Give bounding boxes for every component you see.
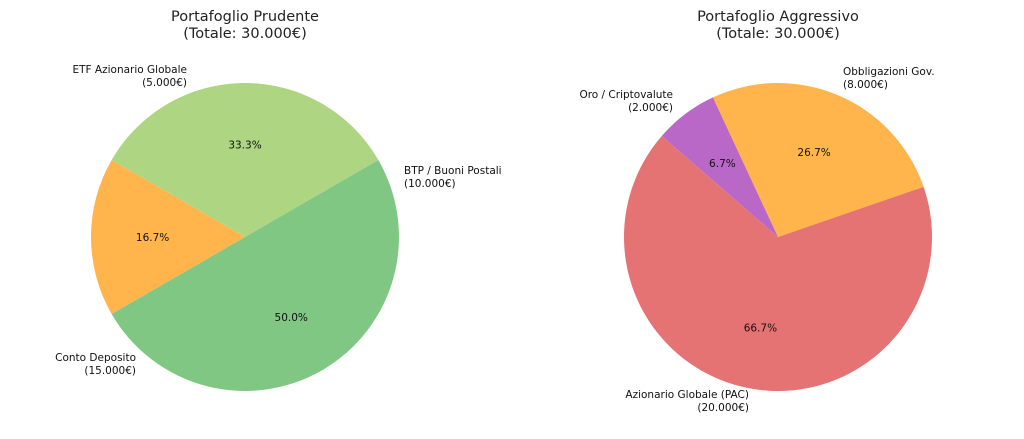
chart-title-aggressivo: Portafoglio Aggressivo (697, 9, 859, 25)
pie-outer-label-etf-azionario-globale: ETF Azionario Globale (5.000€) (72, 64, 187, 89)
pie-slice-conto-deposito (111, 160, 399, 391)
pie-slice-etf-azionario-globale (91, 160, 245, 314)
pie-outer-label-azionario-globale-pac: Azionario Globale (PAC) (20.000€) (625, 389, 749, 414)
pie-pct-label-conto-deposito: 50.0% (275, 312, 308, 324)
pie-outer-label-conto-deposito: Conto Deposito (15.000€) (55, 352, 136, 377)
chart-prudente: Portafoglio Prudente (Totale: 30.000€) 3… (55, 9, 502, 391)
chart-title-prudente: Portafoglio Prudente (171, 9, 319, 25)
pie-pct-label-oro-criptovalute: 6.7% (709, 158, 736, 170)
pie-outer-label-obbligazioni-gov: Obbligazioni Gov. (8.000€) (843, 66, 935, 91)
chart-aggressivo: Portafoglio Aggressivo (Totale: 30.000€)… (579, 9, 934, 414)
pie-slice-obbligazioni-gov (712, 83, 924, 237)
pie-outer-label-btp-buoni-postali: BTP / Buoni Postali (10.000€) (404, 165, 502, 190)
pie-prudente: 33.3% BTP / Buoni Postali (10.000€) 16.7% ET… (55, 64, 502, 391)
pie-pct-label-azionario-globale-pac: 66.7% (744, 323, 777, 335)
pie-pct-label-etf-azionario-globale: 16.7% (136, 232, 169, 244)
pie-slice-oro-criptovalute (661, 97, 778, 237)
pie-pct-label-obbligazioni-gov: 26.7% (797, 147, 830, 159)
pie-pct-label-btp-buoni-postali: 33.3% (228, 140, 261, 152)
chart-subtitle-prudente: (Totale: 30.000€) (183, 26, 307, 42)
chart-subtitle-aggressivo: (Totale: 30.000€) (716, 26, 840, 42)
pie-outer-label-oro-criptovalute: Oro / Criptovalute (2.000€) (579, 89, 673, 114)
pie-aggressivo: 26.7% Obbligazioni Gov. (8.000€) 6.7% Oro / … (579, 66, 934, 414)
pie-slice-azionario-globale-pac (623, 135, 932, 391)
